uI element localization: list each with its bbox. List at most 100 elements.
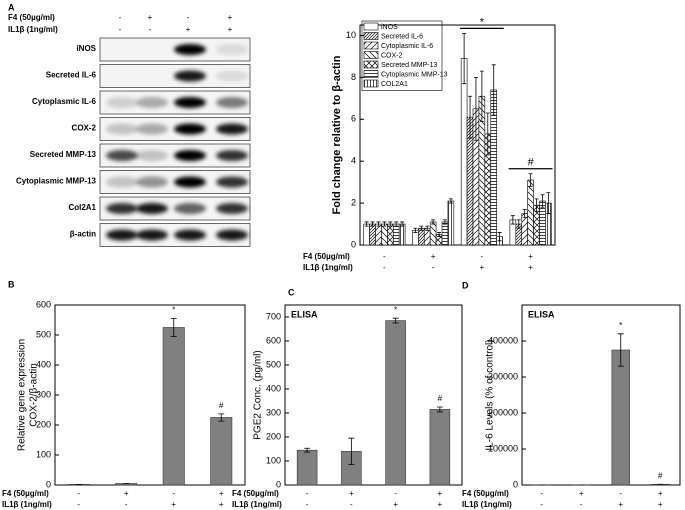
error-bar <box>617 333 624 367</box>
row-label: IL1β (1ng/ml) <box>8 25 58 34</box>
chart-title: ELISA <box>528 309 555 319</box>
error-bar <box>436 406 443 413</box>
sign: - <box>306 500 309 509</box>
legend-frame <box>361 20 443 91</box>
row-label: F4 (50µg/ml) <box>303 252 350 261</box>
sign: - <box>394 489 397 498</box>
band <box>136 123 168 135</box>
band <box>106 229 138 241</box>
error-bar <box>479 70 484 122</box>
band <box>174 176 206 188</box>
sign: + <box>438 500 443 509</box>
sign: - <box>383 252 386 261</box>
error-bar <box>218 413 225 422</box>
y-tick-label: 6 <box>351 114 356 124</box>
sign: - <box>619 489 622 498</box>
error-bar <box>394 221 399 227</box>
error-bar <box>516 219 521 229</box>
legend-swatch <box>363 51 379 59</box>
error-bar <box>491 64 496 116</box>
chart-title: ELISA <box>291 309 318 319</box>
sign: + <box>228 13 233 22</box>
sign: + <box>148 13 153 22</box>
y-tick-label: 200000 <box>488 407 518 417</box>
band <box>136 229 168 241</box>
error-bar <box>522 208 527 219</box>
bar <box>527 179 534 246</box>
legend-label: Secreted IL-6 <box>381 33 423 40</box>
bar <box>385 320 406 486</box>
band <box>106 203 138 214</box>
sign: + <box>579 489 584 498</box>
bar <box>375 223 382 246</box>
sign: - <box>580 500 583 509</box>
error-bar <box>546 192 551 214</box>
sign: + <box>186 25 191 34</box>
band <box>174 70 206 82</box>
band <box>216 176 248 188</box>
bar <box>441 221 449 246</box>
protein-label: Col2A1 <box>68 203 96 212</box>
y-axis-label: Fold change relative to β-actin <box>331 55 343 214</box>
error-bar <box>348 437 355 465</box>
sign: + <box>171 500 176 509</box>
row-label: F4 (50µg/ml) <box>2 489 49 498</box>
bar <box>460 58 468 246</box>
band <box>136 150 168 161</box>
y-tick-label: 600 <box>266 335 281 345</box>
sign: - <box>540 500 543 509</box>
sign: - <box>119 13 122 22</box>
y-axis-label: Relative gene expression <box>17 339 28 451</box>
sign: - <box>172 489 175 498</box>
error-bar <box>540 194 545 208</box>
sign: + <box>480 263 485 272</box>
annotation: * <box>394 305 397 314</box>
error-bar <box>304 447 311 453</box>
y-tick-label: 400 <box>266 383 281 393</box>
annotation: # <box>528 157 535 169</box>
band <box>216 150 248 161</box>
y-tick-label: 100 <box>36 449 51 459</box>
row-label: F4 (50µg/ml) <box>232 489 279 498</box>
y-tick-label: 200 <box>36 419 51 429</box>
band <box>106 176 138 188</box>
sign: - <box>432 263 435 272</box>
sign: - <box>77 500 80 509</box>
sign: + <box>228 25 233 34</box>
y-tick-label: 100000 <box>488 443 518 453</box>
legend-label: Cytoplasmic MMP-13 <box>381 71 448 78</box>
legend-swatch <box>363 60 379 69</box>
error-bar <box>370 221 375 227</box>
bar <box>392 223 400 246</box>
panel-letter: C <box>288 287 295 297</box>
error-bar <box>376 221 381 227</box>
legend-label: Cytoplasmic IL-6 <box>381 43 433 50</box>
bar <box>398 223 406 246</box>
error-bar <box>462 32 467 85</box>
sign: + <box>431 252 436 261</box>
error-bar <box>382 221 387 227</box>
protein-label: Secreted MMP-13 <box>30 150 97 159</box>
error-bar <box>419 225 424 231</box>
sign: - <box>187 13 190 22</box>
protein-label: β-actin <box>70 230 96 239</box>
protein-label: COX-2 <box>72 124 97 133</box>
band <box>174 97 206 108</box>
legend-swatch <box>363 32 379 40</box>
bar <box>363 223 370 246</box>
error-bar <box>473 76 478 141</box>
legend-swatch <box>363 41 379 50</box>
bar <box>369 223 376 246</box>
y-tick-label: 400 <box>36 359 51 369</box>
y-axis-label: IL-6 Levels (% of control) <box>485 339 496 450</box>
panel-letter: A <box>8 2 15 12</box>
bar <box>423 227 431 246</box>
bar <box>429 409 451 486</box>
legend-label: Secreted MMP-13 <box>381 62 438 69</box>
y-tick-label: 4 <box>351 156 356 166</box>
sign: + <box>219 489 224 498</box>
sign: + <box>393 500 398 509</box>
sign: + <box>219 500 224 509</box>
legend-label: iNOS <box>381 24 398 31</box>
